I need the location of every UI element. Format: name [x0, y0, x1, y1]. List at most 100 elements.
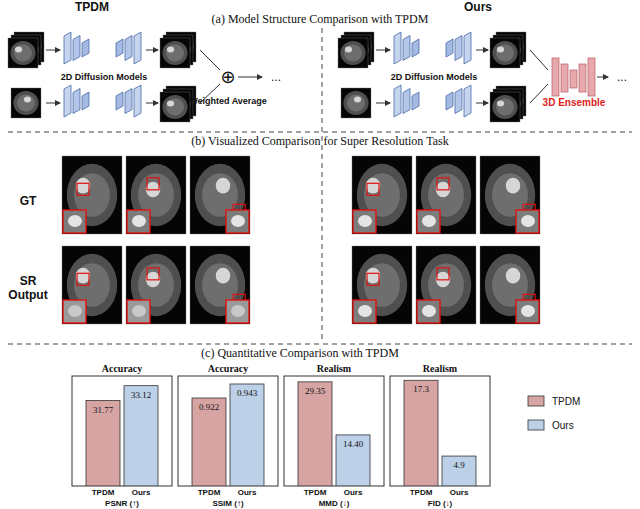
lesion: [15, 46, 22, 52]
roi-box: [147, 178, 159, 190]
lesion: [506, 178, 520, 194]
plot-frame: [72, 376, 172, 486]
connector: [200, 50, 220, 70]
chart-title: Realism: [317, 363, 352, 374]
network-layer: [116, 92, 123, 110]
brain-core: [14, 45, 32, 62]
bar-chart: Accuracy31.77TPDM33.12OursPSNR (↑): [72, 363, 172, 508]
mri-slice: [190, 246, 250, 324]
zoom-inset: [516, 210, 539, 233]
ellipsis: ...: [617, 70, 627, 84]
brain-core: [347, 95, 365, 112]
arrow: [376, 50, 390, 51]
x-tick-label: TPDM: [410, 488, 433, 497]
panel-a-title: (a) Model Structure Comparison with TPDM: [212, 12, 429, 26]
lesion: [354, 96, 361, 102]
x-axis-label: FID (↓): [428, 499, 453, 508]
panel-a: TPDMOurs(a) Model Structure Comparison w…: [8, 0, 627, 122]
zoom-detail: [521, 215, 535, 227]
zoom-inset: [63, 210, 86, 233]
legend-swatch: [528, 420, 544, 430]
roi-box: [77, 183, 89, 195]
zoom-detail: [521, 305, 535, 317]
network-layer: [455, 36, 462, 61]
brain-tissue: [13, 91, 38, 115]
x-axis-label: MMD (↓): [319, 499, 350, 508]
data-label: 31.77: [93, 405, 114, 415]
x-tick-label: TPDM: [304, 488, 327, 497]
brain-core: [344, 45, 362, 62]
mri-slice: [490, 92, 520, 122]
bar: [336, 435, 370, 486]
bar: [442, 456, 476, 486]
mri-slice: [126, 246, 186, 324]
brain-tissue: [10, 41, 35, 65]
data-label: 17.3: [413, 384, 429, 394]
lesion: [497, 100, 504, 106]
network-layer: [64, 85, 71, 117]
bar: [124, 386, 158, 486]
network-layer: [134, 32, 141, 64]
brain-tissue: [195, 254, 245, 316]
plot-frame: [284, 376, 384, 486]
bar-chart: Realism29.35TPDM14.40OursMMD (↓): [284, 363, 384, 508]
zoom-detail: [422, 305, 436, 317]
arrow: [476, 50, 488, 51]
arrow: [46, 103, 60, 104]
right-title: Ours: [464, 0, 492, 14]
ensemble-block: [561, 64, 568, 92]
horizontal-separator: [8, 132, 632, 133]
x-tick-label: TPDM: [198, 488, 221, 497]
zoom-inset: [353, 300, 376, 323]
network-layer: [394, 32, 401, 64]
mri-slice: [160, 38, 190, 68]
brain-tissue: [421, 254, 471, 316]
network-layer: [412, 92, 419, 110]
network-layer: [73, 89, 80, 114]
data-label: 4.9: [453, 460, 465, 470]
lesion: [167, 100, 174, 106]
x-tick-label: TPDM: [92, 488, 115, 497]
brain-tissue: [67, 254, 117, 316]
zoom-inset: [417, 210, 440, 233]
bar-chart: Accuracy0.922TPDM0.943OursSSIM (↑): [178, 363, 278, 508]
model-label: 2D Diffusion Models: [61, 72, 148, 82]
zoom-inset: [127, 300, 150, 323]
brain-core: [496, 45, 514, 62]
bar: [192, 398, 226, 486]
roi-box: [437, 268, 449, 280]
network-layer: [464, 85, 471, 117]
plot-frame: [390, 376, 490, 486]
arrow: [597, 77, 608, 78]
ensemble-block: [552, 58, 559, 96]
bars: [192, 384, 264, 486]
legend: TPDMOurs: [528, 396, 580, 431]
network-layer: [446, 92, 453, 110]
lesion: [216, 268, 230, 284]
network-layer: [64, 32, 71, 64]
ensemble-block: [570, 70, 577, 88]
ellipsis: ...: [271, 70, 281, 84]
chart-title: Accuracy: [208, 363, 249, 374]
arrow: [376, 103, 390, 104]
chart-title: Realism: [423, 363, 458, 374]
zoom-inset: [226, 300, 249, 323]
zoom-detail: [132, 215, 146, 227]
bars: [404, 380, 476, 486]
brain-tissue: [485, 164, 535, 226]
network-layer: [116, 39, 123, 57]
network-layer: [73, 36, 80, 61]
data-label: 33.12: [131, 390, 151, 400]
horizontal-separator: [8, 344, 632, 345]
bars: [298, 382, 370, 486]
mri-slice: [416, 246, 476, 324]
mri-slice: [341, 88, 371, 118]
brain-tissue: [343, 91, 368, 115]
roi-box: [147, 268, 159, 280]
brain-tissue: [131, 254, 181, 316]
row-label: GT: [20, 194, 37, 208]
panel-c-title: (c) Quantitative Comparison with TPDM: [201, 346, 399, 360]
bars: [86, 386, 158, 486]
zoom-detail: [358, 305, 372, 317]
x-axis-label: SSIM (↑): [212, 499, 243, 508]
